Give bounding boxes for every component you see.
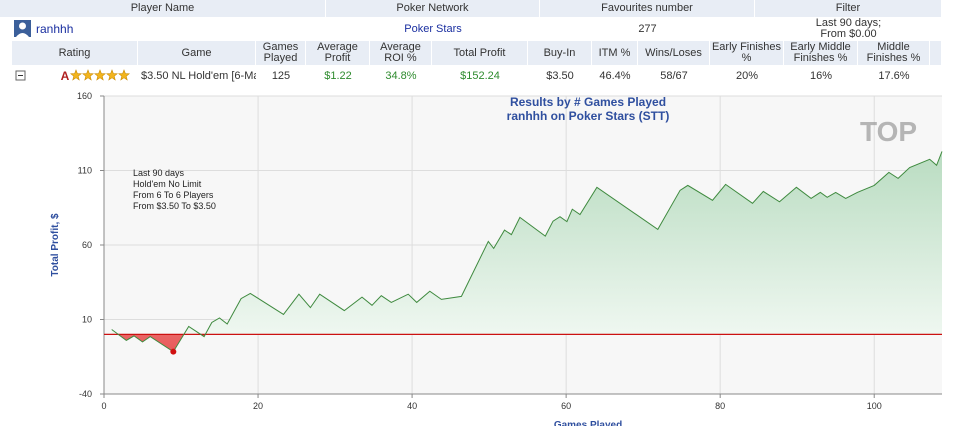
profit-line [111, 151, 943, 353]
rating-star [81, 69, 95, 81]
annotation: Hold'em No Limit [133, 179, 202, 189]
header-cell: Filter [755, 0, 942, 17]
rating-star [117, 69, 131, 81]
stats-header-cut [930, 41, 942, 65]
x-tick-label: 80 [715, 401, 725, 411]
area-positive [111, 151, 942, 335]
stats-value: 125 [271, 69, 291, 82]
x-tick-label: 20 [253, 401, 263, 411]
annotation: From $3.50 To $3.50 [133, 201, 216, 211]
stats-header: ITM % [592, 41, 638, 65]
annotation: From 6 To 6 Players [133, 190, 214, 200]
favourites-number: 277 [638, 22, 657, 35]
filter-line: From $0.00 [820, 29, 877, 40]
chart-subtitle: ranhhh on Poker Stars (STT) [507, 109, 670, 123]
x-axis-label: Games Played [554, 420, 622, 426]
stats-value: 17.6% [878, 69, 910, 82]
y-axis-label: Total Profit, $ [50, 213, 61, 277]
stats-header: Early Middle Finishes % [784, 41, 858, 65]
y-tick-label: -40 [79, 389, 92, 399]
stats-value: $152.24 [460, 69, 500, 82]
rating-star [93, 69, 107, 81]
header-cell: Player Name [0, 0, 326, 17]
y-tick-label: 110 [78, 166, 92, 176]
stats-value: 20% [735, 69, 759, 82]
x-tick-label: 100 [867, 401, 882, 411]
stats-value: $3.50 NL Hold'em [6-Ma [141, 69, 256, 82]
x-tick-label: 60 [561, 401, 571, 411]
avatar-body [16, 33, 29, 37]
stats-header: Early Finishes % [710, 41, 784, 65]
header-cell: Favourites number [540, 0, 755, 17]
y-tick-label: 60 [82, 240, 92, 250]
stats-value: 16% [809, 69, 833, 82]
stats-value: 58/67 [660, 69, 688, 82]
rating-star [69, 69, 83, 81]
stats-header: Total Profit [432, 41, 528, 65]
stats-value: $3.50 [546, 69, 574, 82]
min-point [170, 348, 177, 355]
stats-header: Games Played [256, 41, 306, 65]
stats-header: Average ROI % [370, 41, 432, 65]
stats-value: $1.22 [324, 69, 352, 82]
stats-header: Average Profit [306, 41, 370, 65]
y-tick-label: 10 [82, 315, 92, 325]
stats-header: Wins/Loses [638, 41, 710, 65]
stats-value: 34.8% [385, 69, 417, 82]
stats-value: 46.4% [599, 69, 631, 82]
header-cell: Poker Network [326, 0, 540, 17]
chart-title: Results by # Games Played [510, 95, 666, 109]
player-name[interactable]: ranhhh [36, 21, 74, 36]
watermark: TOP [860, 116, 917, 147]
stats-header: Middle Finishes % [858, 41, 930, 65]
stats-header: Game [138, 41, 256, 65]
stats-header: Buy-In [528, 41, 592, 65]
stats-header: Rating [12, 41, 138, 65]
annotation: Last 90 days [133, 168, 185, 178]
rating-letter: A [60, 68, 70, 83]
y-tick-label: 160 [77, 91, 92, 101]
x-tick-label: 40 [407, 401, 417, 411]
avatar-head [19, 22, 26, 30]
filter-line: Last 90 days; [815, 18, 882, 29]
x-tick-label: 0 [101, 401, 106, 411]
rating-star [105, 69, 119, 81]
poker-network: Poker Stars [404, 22, 462, 35]
